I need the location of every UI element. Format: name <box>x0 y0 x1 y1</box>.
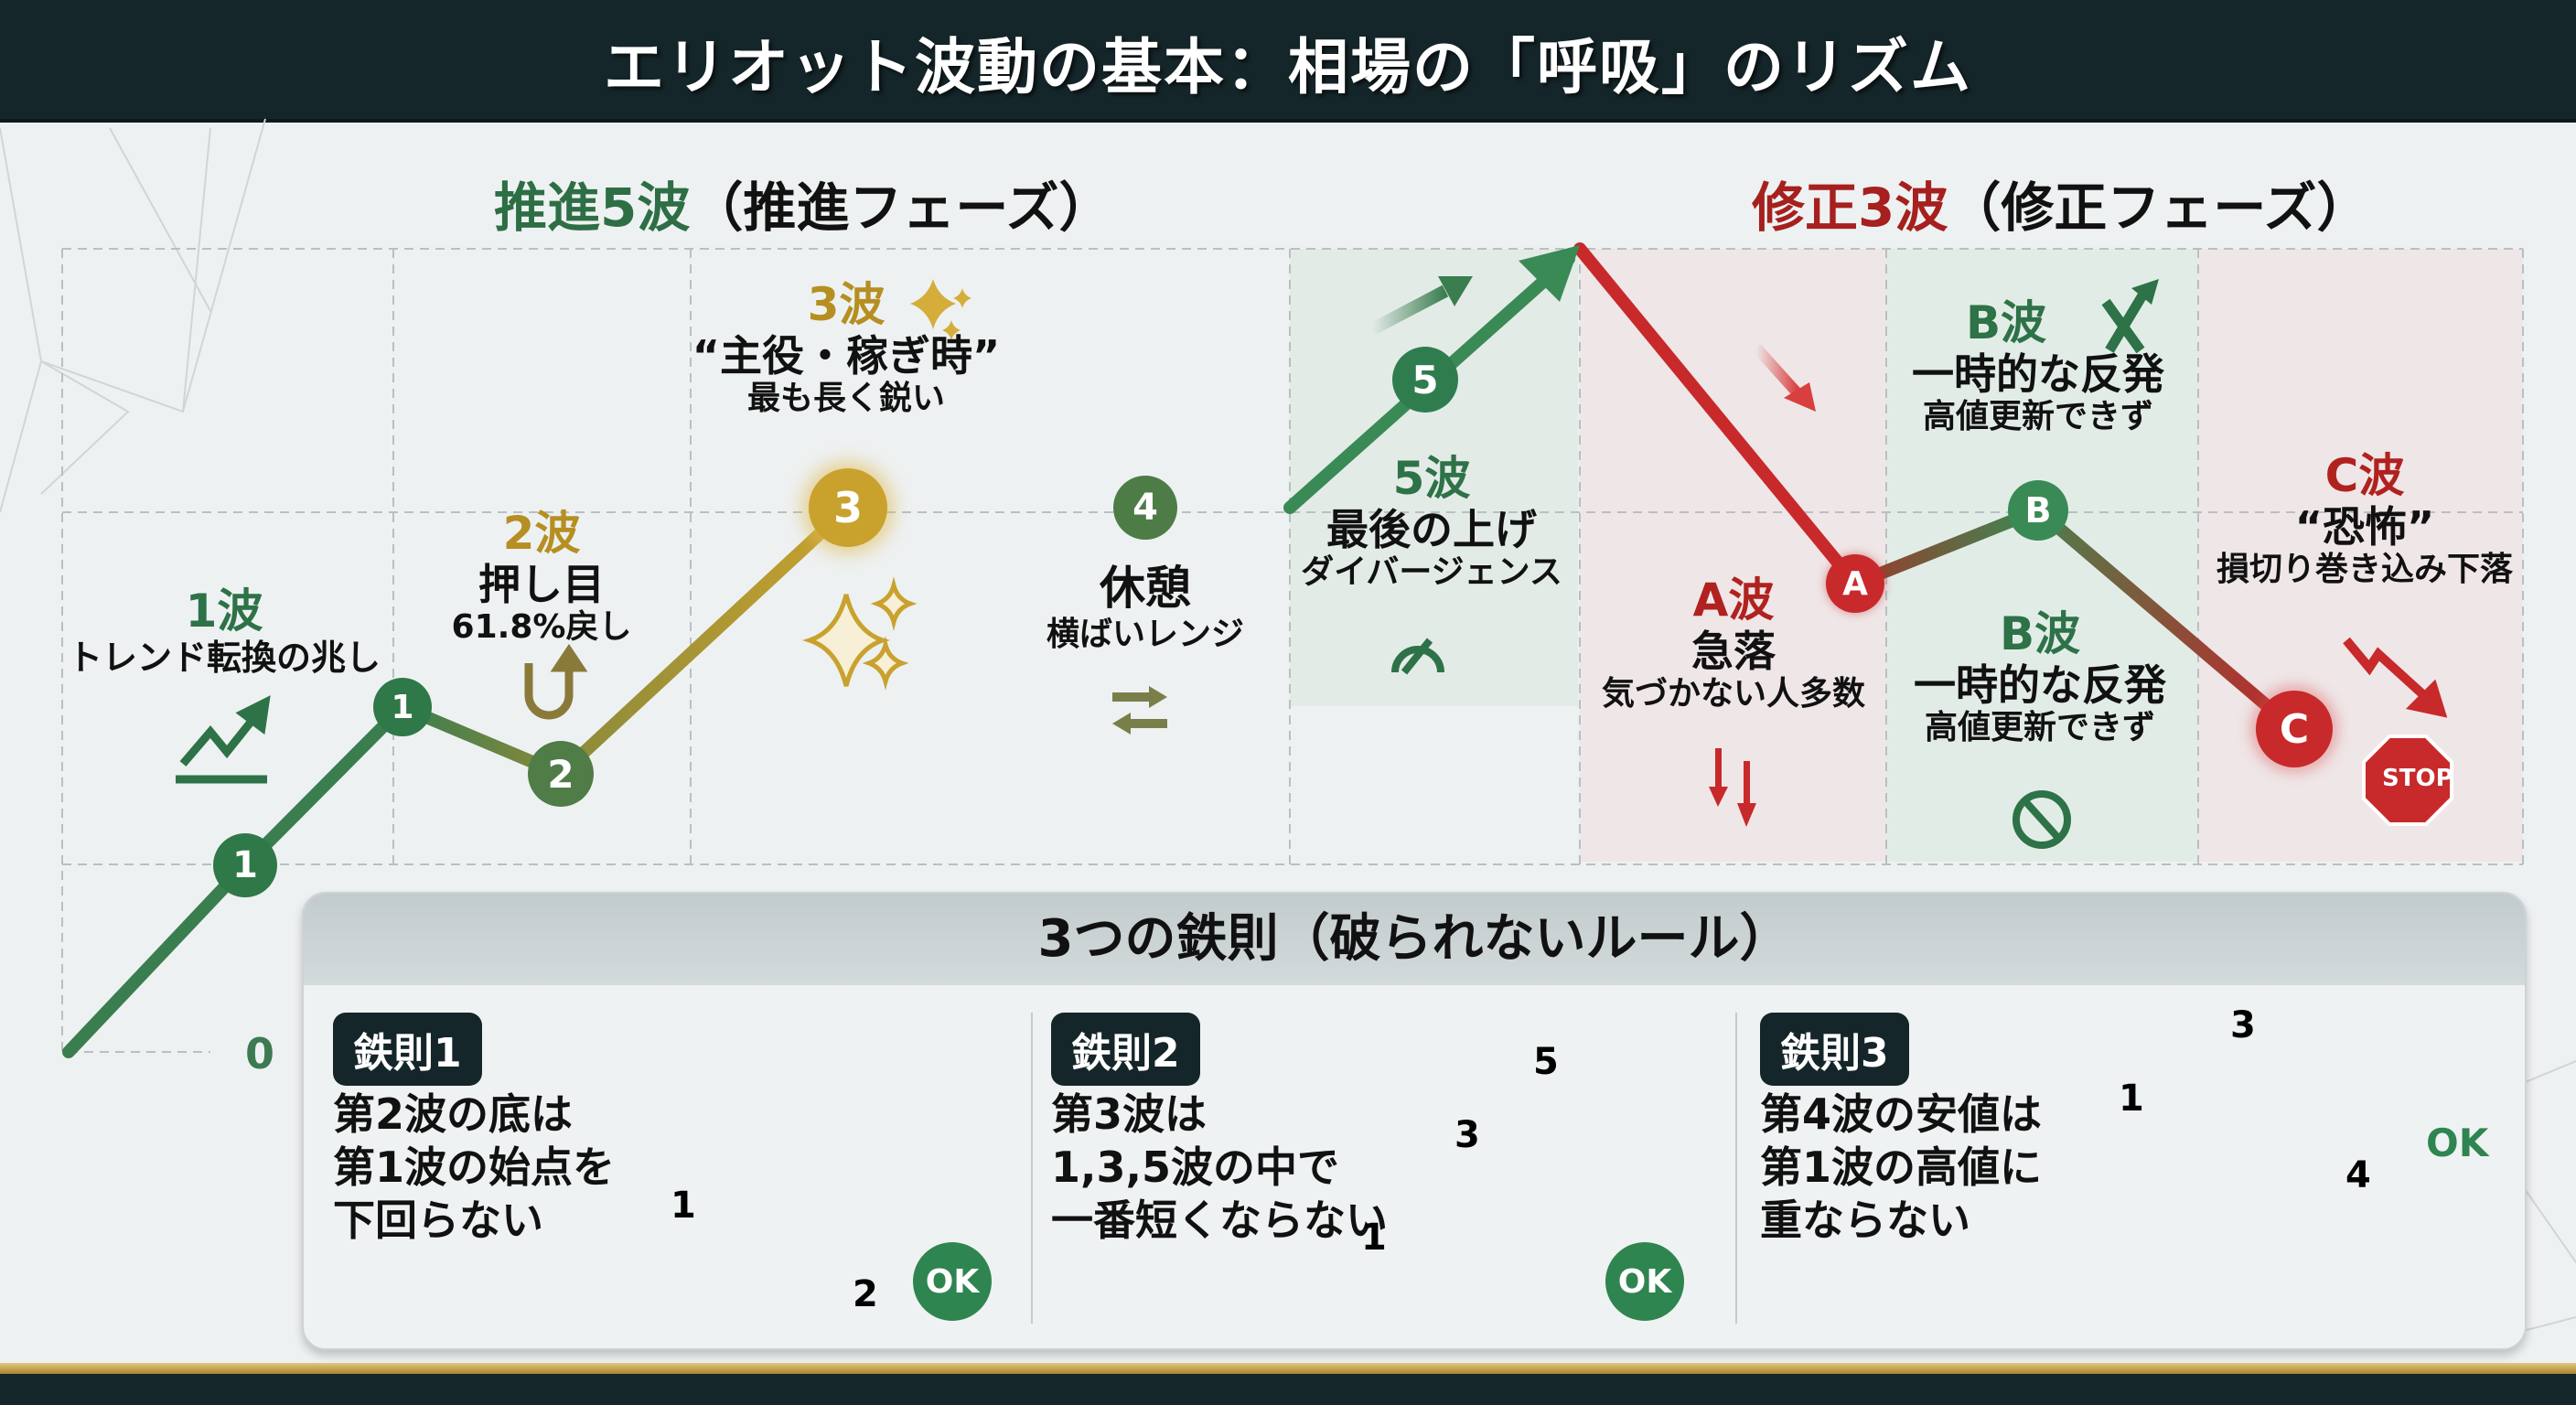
rule1-badge: 鉄則1 <box>333 1013 482 1086</box>
rule-divider <box>1735 1013 1737 1324</box>
rules-title: 3つの鉄則（破られないルール） <box>304 894 2525 985</box>
top-arrowhead-icon <box>1519 245 1580 302</box>
waveC-label: C波 “恐怖” 損切り巻き込み下落 <box>2216 449 2514 589</box>
wave5-sub: ダイバージェンス <box>1301 553 1562 592</box>
origin-label: 0 <box>245 1029 275 1078</box>
wave4-label: 休憩 横ばいレンジ <box>1046 562 1245 653</box>
corrective-zone-c <box>2198 249 2523 862</box>
wave5-main: 最後の上げ <box>1326 504 1537 554</box>
wave5-title: 5波 <box>1392 452 1471 505</box>
rule2-bar-label-3: 3 <box>1454 1114 1480 1156</box>
impulse-phase-sub: （推進フェーズ） <box>690 177 1112 239</box>
waveA-main: 急落 <box>1690 626 1776 676</box>
u-turn-arrow-icon <box>524 643 588 720</box>
rule3-label-1: 1 <box>2119 1078 2144 1120</box>
waveC-main: “恐怖” <box>2294 501 2435 552</box>
waveB-top-title: B波 <box>1965 296 2047 349</box>
wave3-main: “主役・稼ぎ時” <box>692 330 1001 381</box>
gauge-icon <box>1391 638 1444 675</box>
rule1-text: 第2波の底は 第1波の始点を 下回らない <box>333 1089 616 1245</box>
wave5-zone <box>1290 249 1578 706</box>
wave-node-2[interactable]: 2 <box>528 741 594 807</box>
prohibited-icon <box>2012 790 2071 849</box>
wave2-label: 2波 押し目 61.8%戻し <box>451 507 632 647</box>
wave4-sub: 横ばいレンジ <box>1046 615 1245 653</box>
rule3-badge: 鉄則3 <box>1760 1013 1909 1086</box>
rule1-label-1: 1 <box>671 1185 696 1227</box>
wave4-title: 休憩 <box>1099 562 1191 615</box>
wave-node-1[interactable]: 1 <box>213 833 277 897</box>
rule1-ok-badge: OK <box>913 1242 992 1321</box>
trend-up-icon <box>176 695 271 784</box>
wave-node-c[interactable]: C <box>2256 691 2333 767</box>
wave-node-5[interactable]: 5 <box>1392 347 1458 413</box>
rules-panel: 3つの鉄則（破られないルール） 鉄則1 第2波の底は 第1波の始点を 下回らない… <box>302 892 2527 1350</box>
wave2-sub: 61.8%戻し <box>451 608 632 647</box>
failed-up-arrow-icon <box>2101 279 2159 354</box>
waveB-title: B波 <box>1999 607 2081 660</box>
waveB-label: B波 一時的な反発 高値更新できず <box>1914 607 2166 747</box>
wave2-main: 押し目 <box>478 559 605 609</box>
waveB-top-main: 一時的な反発 <box>1912 349 2164 399</box>
rule3-ok-label: OK <box>2426 1121 2489 1165</box>
footer-gold-stripe <box>0 1363 2576 1374</box>
wave3-sub: 最も長く鋭い <box>746 380 945 418</box>
footer-bar <box>0 1374 2576 1405</box>
corrective-phase-sub: （修正フェーズ） <box>1948 177 2370 239</box>
wave-node-4[interactable]: 4 <box>1113 476 1177 540</box>
wave1-main: トレンド転換の兆し <box>67 637 381 678</box>
rule2-text: 第3波は 1,3,5波の中で 一番短くならない <box>1051 1089 1388 1245</box>
wave1-label: 1波 トレンド転換の兆し <box>68 585 381 678</box>
wave1-title: 1波 <box>185 585 263 638</box>
momentum-arrow-icon <box>1368 276 1473 336</box>
waveB-main: 一時的な反発 <box>1914 660 2166 710</box>
rule-1: 鉄則1 第2波の底は 第1波の始点を 下回らない <box>304 985 1026 1348</box>
wave3-label: 3波 “主役・稼ぎ時” 最も長く鋭い <box>692 278 1001 418</box>
waveB-top-sub: 高値更新できず <box>1922 398 2153 436</box>
rule2-ok-badge: OK <box>1605 1242 1684 1321</box>
header-bar: エリオット波動の基本：相場の「呼吸」のリズム <box>0 0 2576 123</box>
wave3-title: 3波 <box>807 278 886 331</box>
crash-arrow-icon <box>2343 637 2448 718</box>
waveC-title: C波 <box>2324 449 2405 502</box>
double-down-arrow-icon <box>1709 748 1756 827</box>
rule3-label-3: 3 <box>2230 1004 2256 1046</box>
rule2-bar-label-1: 1 <box>1361 1217 1387 1259</box>
page-title: エリオット波動の基本：相場の「呼吸」のリズム <box>604 32 1972 102</box>
wave-node-b[interactable]: B <box>2008 480 2068 541</box>
wave2-title: 2波 <box>502 507 581 560</box>
stop-sign-icon <box>2362 735 2453 826</box>
rule3-text: 第4波の安値は 第1波の高値に 重ならない <box>1760 1089 2043 1245</box>
swap-arrows-icon <box>1112 686 1167 735</box>
corrective-phase-lead: 修正3波 <box>1752 177 1948 239</box>
rule2-badge: 鉄則2 <box>1051 1013 1200 1086</box>
waveB-sub: 高値更新できず <box>1924 709 2155 747</box>
wave-node-1-top[interactable]: 1 <box>373 678 432 736</box>
stop-sign-label: STOP <box>2382 765 2453 792</box>
impulse-phase-lead: 推進5波 <box>494 177 691 239</box>
rule-2: 鉄則2 第3波は 1,3,5波の中で 一番短くならない <box>1022 985 1717 1348</box>
impulse-phase-title: 推進5波（推進フェーズ） <box>494 165 1111 241</box>
sparkle-icon <box>802 576 918 691</box>
wave-node-3[interactable]: 3 <box>809 468 887 547</box>
rule-divider <box>1031 1013 1033 1324</box>
rule-3: 鉄則3 第4波の安値は 第1波の高値に 重ならない <box>1731 985 2517 1348</box>
waveC-sub: 損切り巻き込み下落 <box>2216 551 2514 589</box>
falling-arrow-icon <box>1752 343 1816 412</box>
waveA-label: A波 急落 気づかない人多数 <box>1602 574 1865 713</box>
title-sparkle-icon <box>910 279 971 340</box>
rule2-bar-label-5: 5 <box>1533 1041 1559 1083</box>
rule1-label-2: 2 <box>853 1273 878 1315</box>
wave-node-a[interactable]: A <box>1826 554 1884 613</box>
corrective-phase-title: 修正3波（修正フェーズ） <box>1752 165 2369 241</box>
rule3-label-4: 4 <box>2345 1154 2371 1196</box>
waveA-title: A波 <box>1692 574 1775 627</box>
waveB-top-label: B波 一時的な反発 高値更新できず <box>1912 296 2164 436</box>
waveA-sub: 気づかない人多数 <box>1601 675 1866 713</box>
wave5-label: 5波 最後の上げ ダイバージェンス <box>1301 452 1562 592</box>
